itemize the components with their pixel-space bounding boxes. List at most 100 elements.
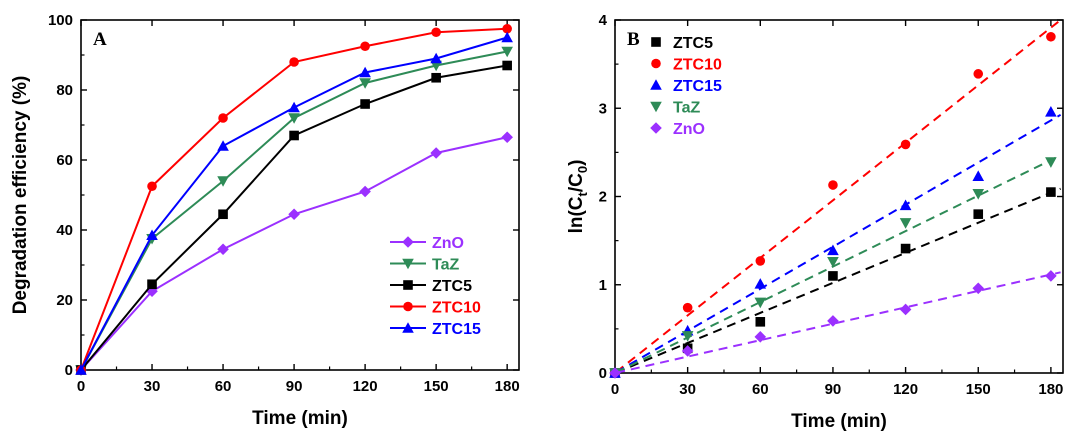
data-point	[1045, 106, 1057, 117]
data-point	[901, 140, 911, 150]
data-point	[1045, 157, 1057, 168]
data-point	[972, 170, 984, 181]
data-point	[755, 256, 765, 266]
x-tick-label: 180	[495, 378, 520, 395]
data-point	[973, 209, 983, 219]
legend-marker	[651, 59, 661, 69]
data-point	[217, 243, 229, 255]
data-point	[218, 113, 228, 123]
x-tick-label: 90	[825, 381, 842, 398]
x-axis-title: Time (min)	[252, 408, 348, 429]
series-line	[81, 29, 507, 370]
legend: ZnO TaZ ZTC5 ZTC10 ZTC15	[390, 235, 481, 338]
panel-A: 0 30 60 90 120 150 180 0 20 40 60 80 100 Time (min) De…	[10, 12, 520, 429]
plot-frame	[81, 20, 519, 370]
x-tick-label: 150	[966, 381, 991, 398]
y-tick-label: 3	[599, 100, 607, 117]
data-point	[360, 41, 370, 51]
y-tick-label: 0	[65, 362, 73, 379]
legend-label: ZTC10	[432, 300, 481, 317]
legend-marker	[650, 79, 662, 90]
data-point	[827, 257, 839, 268]
legend-label: ZTC5	[432, 278, 472, 295]
x-tick-label: 30	[679, 381, 696, 398]
y-axis-title: Degradation efficiency (%)	[10, 76, 31, 315]
data-point	[755, 317, 765, 327]
y-tick-label: 20	[56, 292, 73, 309]
fit-line	[616, 155, 1060, 372]
legend-marker	[402, 236, 414, 248]
x-tick-label: 60	[215, 378, 232, 395]
legend-marker	[403, 302, 413, 312]
fit-line	[616, 272, 1060, 372]
y-axis-title: ln(Ct/C0)	[566, 160, 590, 234]
y-tick-label: 40	[56, 222, 73, 239]
y-tick-label: 60	[56, 152, 73, 169]
data-point	[289, 57, 299, 67]
legend-label: ZTC15	[673, 78, 722, 95]
y-tick-label: 100	[48, 12, 73, 29]
data-point	[359, 186, 371, 198]
x-tick-label: 120	[893, 381, 918, 398]
data-point	[359, 78, 371, 89]
legend-label: ZTC5	[673, 35, 713, 52]
y-axis-title-part: /C	[566, 173, 587, 192]
data-point	[501, 32, 513, 43]
legend-marker	[650, 122, 662, 134]
data-point	[828, 271, 838, 281]
x-tick-label: 0	[611, 381, 619, 398]
x-tick-label: 60	[752, 381, 769, 398]
x-tick-label: 150	[424, 378, 449, 395]
x-tick-label: 120	[353, 378, 378, 395]
y-tick-label: 1	[599, 277, 607, 294]
data-point	[901, 244, 911, 254]
y-axis-title-subscript: 0	[575, 166, 590, 173]
legend-marker	[651, 37, 661, 47]
data-point	[683, 303, 693, 313]
y-axis-title-part: ln(C	[566, 196, 587, 233]
panel-label: B	[627, 29, 640, 50]
data-point	[147, 279, 157, 289]
data-point	[828, 180, 838, 190]
data-point	[501, 131, 513, 143]
data-point	[147, 181, 157, 191]
panel-label: A	[93, 29, 107, 50]
y-tick-label: 4	[599, 12, 608, 29]
data-point	[1046, 187, 1056, 197]
data-point	[360, 99, 370, 109]
y-tick-label: 0	[599, 365, 607, 382]
data-point	[754, 278, 766, 289]
series-ZTC15	[609, 106, 1060, 378]
legend-label: ZTC10	[673, 57, 722, 74]
panel-B: 0 30 60 90 120 150 18001234Time (min)ln(Ct/C0)…	[566, 12, 1063, 432]
data-point	[430, 147, 442, 159]
data-point	[754, 298, 766, 309]
y-tick-label: 80	[56, 82, 73, 99]
series-ZTC5	[610, 187, 1060, 378]
y-axis-title-part: )	[566, 160, 587, 166]
legend-marker	[403, 280, 413, 290]
data-point	[218, 209, 228, 219]
series-ZnO	[75, 131, 513, 375]
data-point	[431, 73, 441, 83]
data-point	[288, 208, 300, 220]
legend-label: ZnO	[432, 235, 464, 252]
data-point	[431, 27, 441, 37]
data-point	[288, 102, 300, 113]
x-tick-label: 0	[77, 378, 85, 395]
x-tick-label: 90	[286, 378, 303, 395]
data-point	[502, 61, 512, 71]
data-point	[1045, 270, 1057, 282]
data-point	[900, 218, 912, 229]
data-point	[217, 140, 229, 151]
x-tick-label: 180	[1038, 381, 1063, 398]
legend-label: ZTC15	[432, 321, 481, 338]
x-tick-label: 30	[144, 378, 161, 395]
data-point	[289, 131, 299, 141]
legend: ZTC5ZTC10ZTC15TaZZnO	[650, 35, 722, 138]
data-point	[900, 200, 912, 211]
legend-label: ZnO	[673, 121, 705, 138]
legend-marker	[650, 102, 662, 113]
